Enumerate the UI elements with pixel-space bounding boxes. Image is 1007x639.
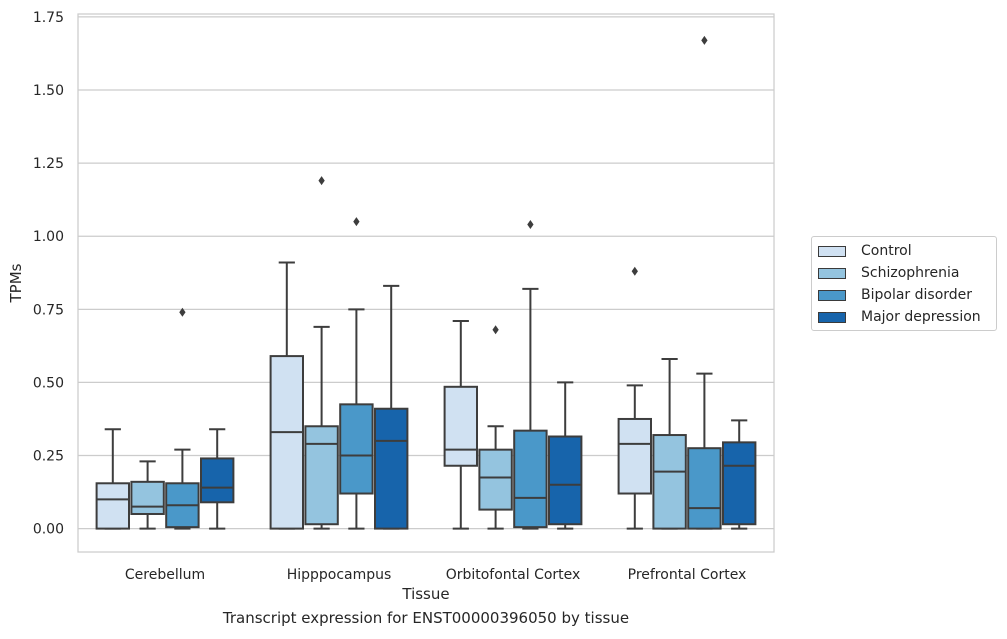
box-bipolar-disorder [513,429,548,529]
box-schizophrenia [130,480,165,515]
y-axis-ticks: 0.00 0.25 0.50 0.75 1.00 1.25 1.50 1.75 [33,10,64,538]
legend-swatch-bipolar-disorder [818,289,846,301]
legend-item-major-depression: Major depression [818,307,981,327]
x-tick-label: Orbitofontal Cortex [446,567,581,583]
legend: Control Schizophrenia Bipolar disorder M… [811,236,997,331]
box-schizophrenia [304,425,339,526]
outlier-control [631,266,638,276]
x-axis-ticks: Cerebellum Hipppocampus Orbitofontal Corte… [125,567,746,583]
y-tick-label: 0.00 [33,522,64,538]
box-control [443,385,479,467]
outlier-bipolar-disorder [527,220,534,230]
legend-swatch-major-depression [818,311,846,323]
box-control [617,417,652,495]
box-group-hipppocampus [269,176,409,530]
box-schizophrenia [652,434,687,530]
y-tick-label: 0.50 [33,375,64,391]
y-axis-label: TPMs [7,263,25,303]
outlier-bipolar-disorder [353,217,360,227]
legend-item-bipolar-disorder: Bipolar disorder [818,285,972,305]
legend-label-control: Control [861,243,912,259]
box-groups [95,35,757,530]
box-group-orbitofontal-cortex [443,220,583,530]
y-tick-label: 1.75 [33,10,64,26]
outlier-bipolar-disorder [179,307,186,317]
box-major-depression [722,441,757,526]
box-major-depression [548,435,583,526]
legend-label-major-depression: Major depression [861,309,981,325]
chart-caption: Transcript expression for ENST0000039605… [222,609,630,627]
box-major-depression [374,407,409,530]
x-tick-label: Prefrontal Cortex [628,567,747,583]
x-tick-label: Cerebellum [125,567,205,583]
box-bipolar-disorder [687,447,722,530]
box-major-depression [200,457,235,504]
box-group-cerebellum [95,307,235,530]
x-axis-label: Tissue [401,585,449,603]
legend-swatch-control [818,245,846,257]
legend-item-control: Control [818,241,912,261]
y-tick-label: 0.25 [33,449,64,465]
box-bipolar-disorder [339,403,374,495]
x-tick-label: Hipppocampus [287,567,392,583]
legend-label-bipolar-disorder: Bipolar disorder [861,287,973,303]
box-schizophrenia [478,448,513,511]
y-tick-label: 1.25 [33,156,64,172]
grid-lines [78,16,774,530]
legend-swatch-schizophrenia [818,267,846,279]
outlier-schizophrenia [492,325,499,335]
y-tick-label: 1.50 [33,83,64,99]
y-tick-label: 0.75 [33,302,64,318]
plot-area-frame [77,13,775,553]
box-control [269,355,305,530]
box-group-prefrontal-cortex [617,35,757,530]
y-tick-label: 1.00 [33,229,64,245]
outlier-schizophrenia [318,176,325,186]
box-control [95,482,130,530]
legend-item-schizophrenia: Schizophrenia [818,263,959,283]
outlier-bipolar-disorder [701,35,708,45]
legend-label-schizophrenia: Schizophrenia [861,265,960,281]
